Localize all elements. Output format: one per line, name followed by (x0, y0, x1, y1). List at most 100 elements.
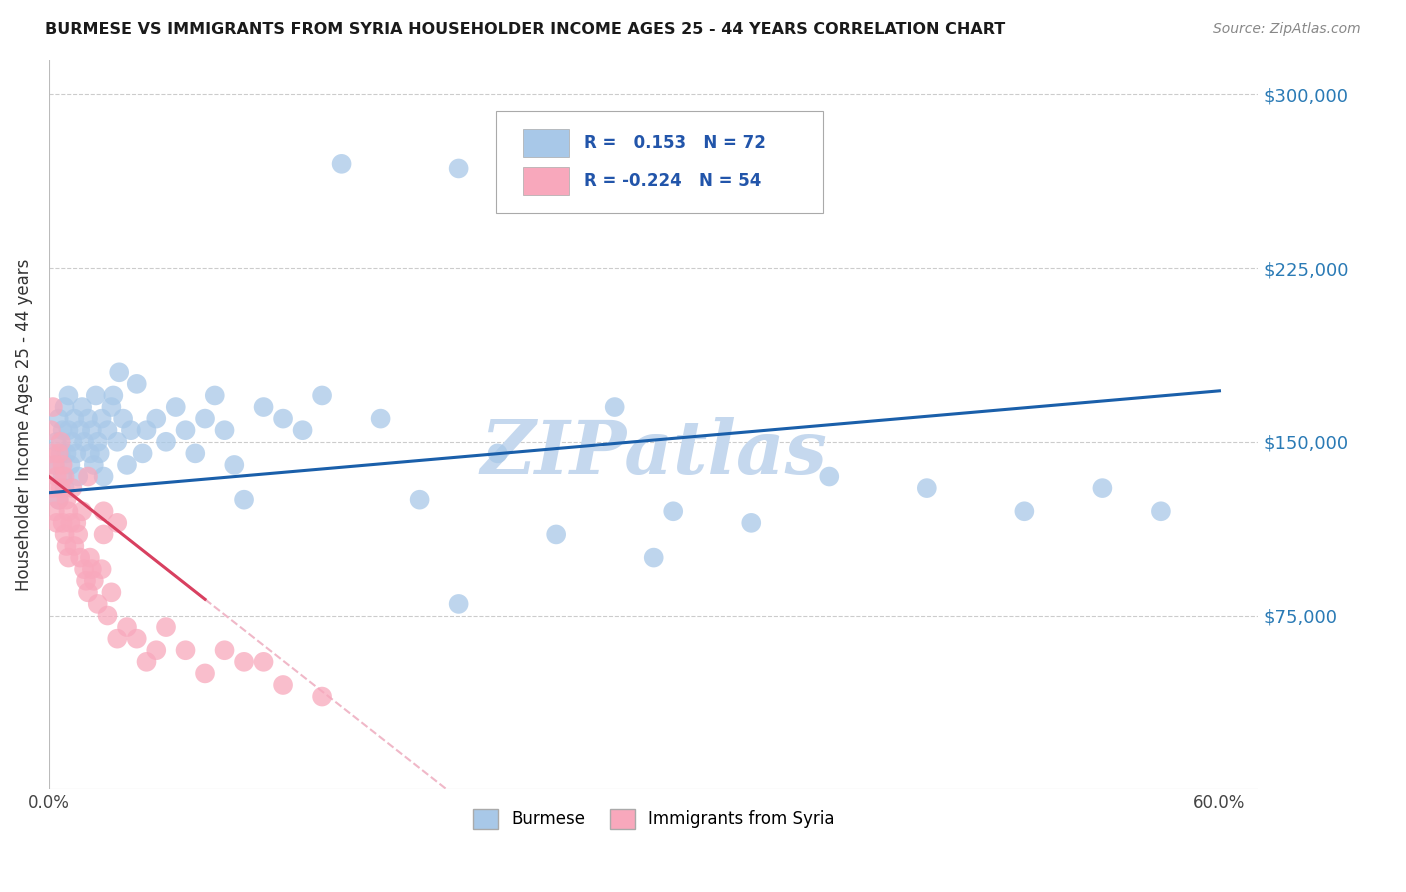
Point (55, 539, 77, 553)
Point (58, 388, 80, 402)
Point (48, 492, 70, 507)
Point (135, 655, 157, 669)
Point (93, 527, 115, 541)
Point (83, 458, 105, 472)
Point (112, 411, 135, 425)
Point (67, 469, 90, 483)
Point (105, 516, 128, 530)
Text: R =   0.153   N = 72: R = 0.153 N = 72 (583, 134, 765, 152)
Point (60, 481, 83, 495)
Text: ZIPatlas: ZIPatlas (481, 417, 827, 490)
Point (165, 400, 187, 414)
Point (155, 620, 177, 634)
Point (96, 608, 118, 623)
Point (42, 481, 65, 495)
Point (79, 550, 101, 565)
Text: R = -0.224   N = 54: R = -0.224 N = 54 (583, 172, 761, 190)
Point (55, 446, 77, 460)
Point (39, 423, 62, 437)
Point (77, 411, 100, 425)
Point (447, 597, 470, 611)
Text: Source: ZipAtlas.com: Source: ZipAtlas.com (1213, 22, 1361, 37)
Point (370, 411, 392, 425)
Point (252, 400, 274, 414)
Point (77, 469, 100, 483)
Point (184, 446, 207, 460)
Point (44, 458, 66, 472)
Point (52, 458, 75, 472)
Point (233, 492, 256, 507)
Point (252, 655, 274, 669)
Point (100, 585, 122, 599)
Point (174, 423, 197, 437)
Bar (523, 167, 569, 194)
Point (70, 504, 93, 518)
Point (603, 400, 626, 414)
Point (48, 411, 70, 425)
Point (59, 516, 82, 530)
Point (135, 423, 157, 437)
Point (67, 527, 90, 541)
Point (79, 446, 101, 460)
Point (49, 481, 72, 495)
Point (120, 423, 142, 437)
Point (115, 620, 138, 634)
Point (44, 458, 66, 472)
Point (45, 434, 67, 449)
Point (65, 516, 87, 530)
Point (48, 492, 70, 507)
Point (42, 400, 65, 414)
Point (48, 446, 70, 460)
Point (73, 562, 96, 576)
Point (330, 157, 353, 171)
Point (49, 446, 72, 460)
Point (546, 527, 568, 541)
Point (69, 550, 91, 565)
Point (233, 655, 256, 669)
Point (58, 423, 80, 437)
Point (87, 597, 110, 611)
Point (174, 643, 197, 657)
Point (915, 481, 938, 495)
Point (89, 446, 111, 460)
Point (447, 161, 470, 176)
Point (204, 388, 226, 402)
Point (63, 539, 86, 553)
Point (65, 446, 87, 460)
Bar (523, 129, 569, 157)
Point (45, 516, 67, 530)
Point (77, 585, 100, 599)
Point (740, 516, 762, 530)
Point (194, 411, 217, 425)
Point (643, 550, 665, 565)
Point (214, 643, 236, 657)
Point (39, 446, 62, 460)
Point (105, 632, 128, 646)
Point (311, 690, 333, 704)
Point (53, 469, 76, 483)
Point (96, 423, 118, 437)
Point (52, 423, 75, 437)
Point (1014, 504, 1036, 518)
Point (70, 400, 93, 414)
Point (53, 481, 76, 495)
Point (155, 434, 177, 449)
Point (818, 469, 841, 483)
Point (63, 411, 86, 425)
Point (408, 492, 430, 507)
Point (52, 469, 75, 483)
Point (564, 169, 586, 183)
Point (80, 562, 103, 576)
Point (662, 504, 685, 518)
Point (90, 411, 112, 425)
Point (271, 411, 294, 425)
Point (145, 643, 167, 657)
Point (58, 550, 80, 565)
Point (506, 169, 529, 183)
Point (125, 632, 148, 646)
Point (115, 458, 138, 472)
FancyBboxPatch shape (496, 111, 823, 213)
Point (59, 458, 82, 472)
Point (486, 446, 509, 460)
Point (49, 434, 72, 449)
